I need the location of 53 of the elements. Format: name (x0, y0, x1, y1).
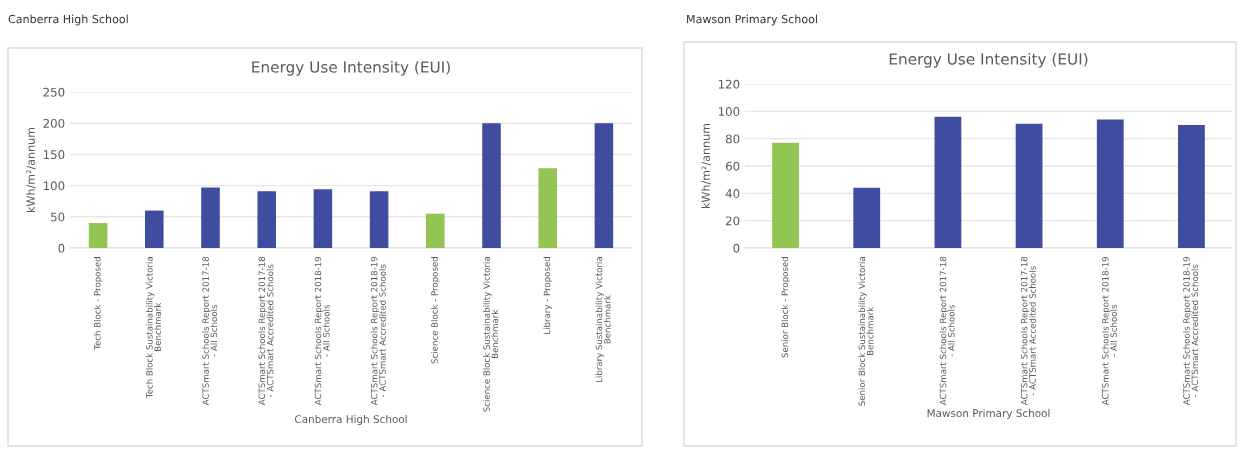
y-tick-label: 150 (43, 150, 65, 160)
x-tick-label: Senior Block Sustainability Victoria Benchmark (858, 257, 874, 406)
x-axis-title: Mawson Primary School (927, 409, 1050, 420)
y-tick-label: 120 (718, 79, 740, 89)
x-tick-label: ACTSmart Schools Report 2017-18 - All Schools (202, 256, 218, 406)
bar (482, 123, 501, 248)
x-tick-label: Library Sustainability Victoria Benchmark (595, 257, 611, 383)
y-tick-label: 200 (43, 118, 65, 128)
x-tick-label: Tech Block - Proposed (93, 257, 103, 350)
x-tick-label: Library - Proposed (543, 257, 552, 334)
bar (538, 168, 557, 248)
x-tick-label: Science Block Sustainability Victoria Benchmark (483, 257, 499, 412)
y-tick-label: 20 (725, 216, 740, 226)
y-tick-label: 0 (58, 243, 65, 253)
chart-subtitle: Mawson Primary School (687, 14, 817, 26)
y-tick-label: 50 (51, 212, 65, 222)
x-tick-label: Tech Block Sustainability Victoria Benchmark (145, 257, 161, 399)
x-tick-label: Senior Block - Proposed (781, 257, 790, 358)
x-tick-label: ACTSmart Schools Report 2018-19 - ACTSmart Accredited Schools (1183, 256, 1199, 406)
x-tick-label: ACTSmart Schools Report 2018-19 - All Schools (1101, 256, 1117, 406)
y-tick-label: 100 (43, 181, 65, 191)
y-axis-title: kWh/m²/annum (26, 127, 36, 212)
y-tick-label: 0 (733, 243, 740, 253)
bar (426, 213, 445, 248)
bar (772, 142, 799, 248)
chart-title: Energy Use Intensity (EUI) (252, 60, 450, 76)
bar (1096, 119, 1124, 248)
bar (369, 191, 389, 248)
x-tick-label: Science Block - Proposed (431, 257, 440, 364)
y-tick-label: 60 (725, 161, 740, 171)
x-tick-label: ACTSmart Schools Report 2017-18 - ACTSmart Accedited Schools (1020, 256, 1036, 406)
bar (201, 187, 220, 248)
bar (1178, 125, 1205, 248)
y-tick-label: 40 (725, 189, 740, 198)
x-axis-title: Canberra High School (294, 414, 407, 426)
chart-title: Energy Use Intensity (EUI) (889, 52, 1088, 68)
y-tick-label: 100 (718, 107, 740, 116)
bar (88, 223, 108, 248)
bar (1015, 123, 1043, 248)
chart-subtitle: Canberra High School (8, 14, 128, 26)
bar (313, 189, 333, 248)
bar (594, 123, 614, 248)
x-tick-label: ACTSmart Schools Report 2018-19 - All Schools (314, 256, 330, 406)
x-tick-label: ACTSmart Schools Report 2017-18 - All Schools (939, 256, 955, 406)
bar (853, 187, 881, 248)
y-tick-label: 80 (725, 134, 740, 144)
bar (257, 191, 276, 248)
bar (934, 116, 962, 248)
x-tick-label: ACTSmart Schools Report 2018-19 - ACTSmart Accredited Schools (370, 256, 386, 406)
y-axis-title: kWh/m²/annum (701, 123, 711, 208)
bar (145, 210, 164, 248)
y-tick-label: 250 (43, 87, 65, 97)
x-tick-label: ACTSmart Schools Report 2017-18 - ACTSmart Accredited Schools (258, 256, 274, 406)
